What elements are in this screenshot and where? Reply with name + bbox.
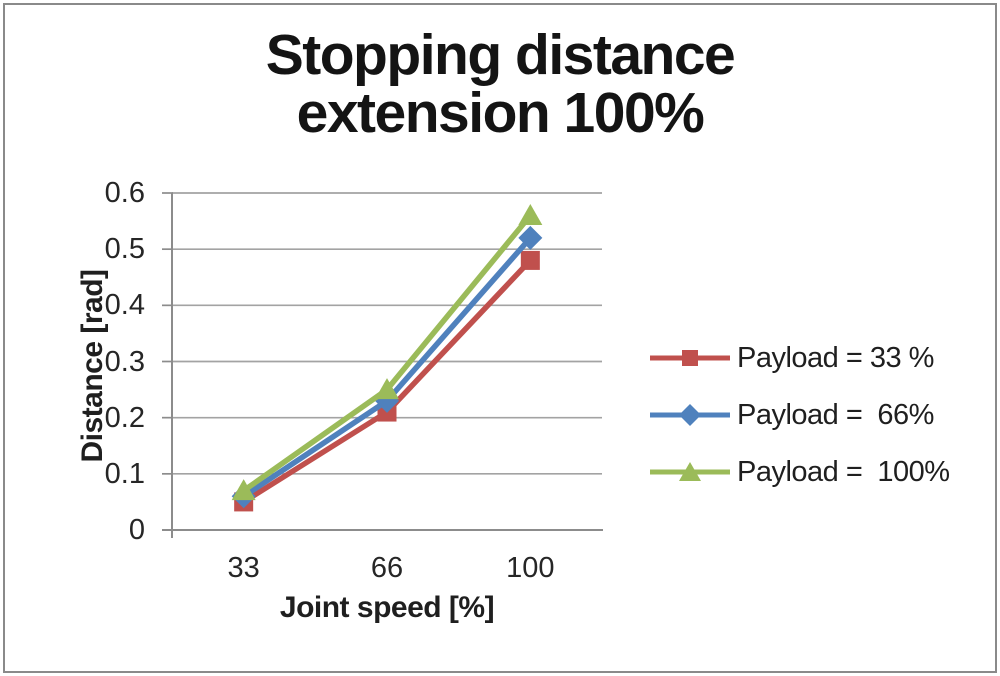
y-tick-label: 0.1 [104, 457, 145, 490]
square-marker [520, 250, 540, 270]
square-marker [682, 350, 698, 366]
x-tick-label: 66 [370, 552, 404, 584]
triangle-marker [375, 378, 399, 400]
triangle-marker [231, 479, 256, 501]
x-tick-label: 100 [506, 552, 555, 584]
legend-item-payload-66: Payload = 66% [648, 398, 950, 431]
y-tick-label: 0.2 [104, 401, 145, 434]
chart-title: Stopping distance extension 100% [0, 26, 1000, 142]
y-tick-label: 0.5 [104, 233, 145, 266]
legend-item-payload-100: Payload = 100% [648, 455, 950, 488]
series-line-payload-100 [240, 212, 534, 494]
y-tick-label: 0 [128, 514, 145, 546]
triangle-marker [518, 203, 543, 225]
diamond-legend-icon [650, 404, 730, 426]
legend-label: Payload = 100% [737, 455, 950, 488]
diamond-marker [518, 225, 543, 250]
triangle-marker [679, 462, 701, 481]
y-tick-label: 0.6 [104, 177, 145, 209]
legend-item-payload-33: Payload = 33 % [648, 341, 950, 374]
legend: Payload = 33 % Payload = 66% Payload = 100… [648, 341, 950, 515]
y-tick-label: 0.4 [104, 289, 145, 322]
chart-title-line1: Stopping distance [265, 23, 736, 87]
square-legend-icon [650, 350, 730, 366]
legend-label: Payload = 33 % [737, 341, 934, 374]
chart-title-line2: extension 100% [296, 81, 705, 146]
x-tick-label: 33 [227, 552, 260, 584]
triangle-legend-icon [650, 462, 730, 481]
diamond-marker [679, 404, 701, 426]
y-tick-label: 0.3 [104, 345, 145, 378]
x-axis-title: Joint speed [%] [279, 591, 495, 624]
legend-label: Payload = 66% [737, 398, 934, 431]
series-payload-100 [231, 203, 543, 501]
